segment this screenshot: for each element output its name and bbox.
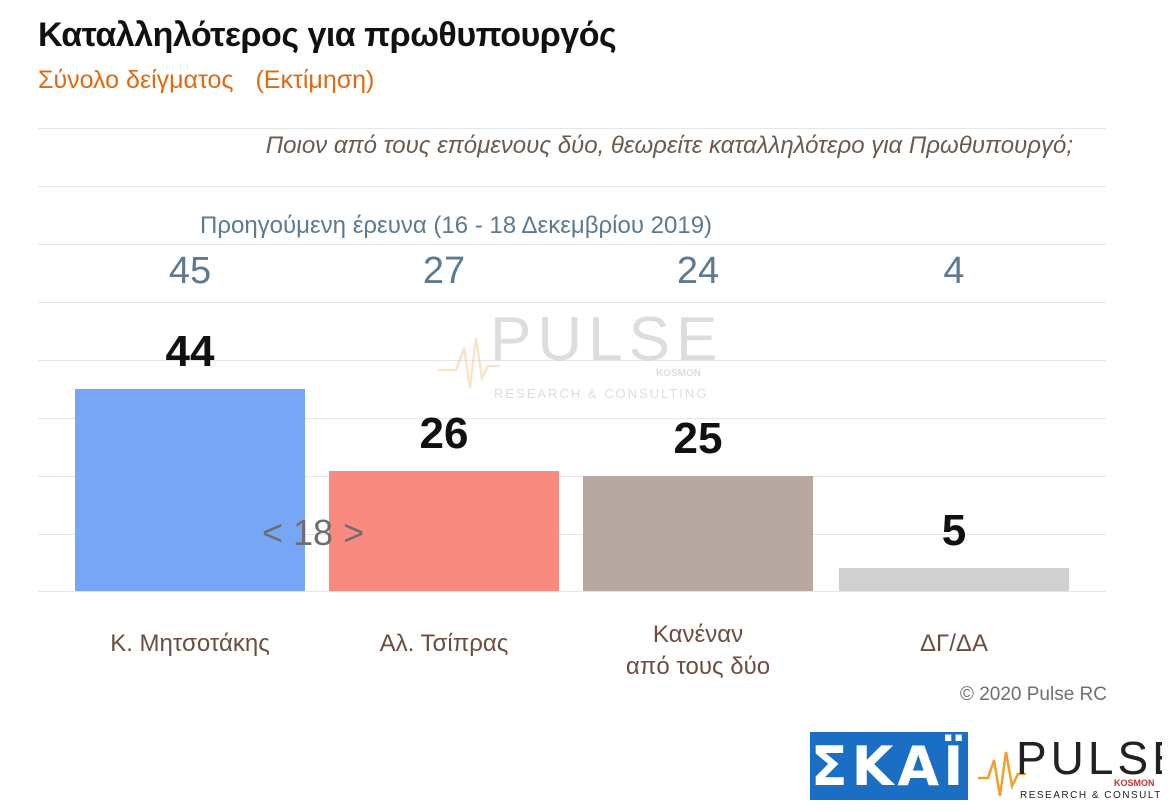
category-label: ΔΓ/ΔΑ (920, 630, 988, 657)
bar (75, 388, 305, 591)
previous-survey-label: Προηγούμενη έρευνα (16 - 18 Δεκεμβρίου 2… (200, 212, 713, 239)
copyright: © 2020 Pulse RC (959, 684, 1107, 705)
bar (839, 568, 1069, 591)
watermark-sub: RESEARCH & CONSULTING (494, 386, 708, 401)
skai-logo: ΣΚΑΪ (810, 732, 968, 800)
subtitle-estimate: (Εκτίμηση) (255, 66, 375, 94)
pulse-logo-sub: RESEARCH & CONSULTING (1020, 790, 1162, 801)
gridline (38, 244, 1106, 245)
bar-value-label: 25 (673, 414, 723, 463)
bar-value-label: 44 (165, 326, 215, 376)
gridline (38, 476, 1106, 477)
gridline (38, 591, 1106, 592)
previous-value-label: 4 (943, 250, 965, 292)
previous-value-label: 24 (676, 250, 720, 292)
category-label: Κ. Μητσοτάκης (110, 630, 270, 657)
chart-title: Καταλληλότερος για πρωθυπουργός (38, 16, 617, 54)
pulse-watermark: PULSE KOSMON RESEARCH & CONSULTING (438, 305, 718, 413)
previous-value-label: 45 (168, 250, 212, 292)
bar (329, 471, 559, 591)
category-label: Κανέναν από τους δύο (625, 621, 771, 680)
gridline (38, 360, 1106, 361)
gap-annotation: < 18 > (262, 512, 365, 553)
pulse-logo-text: PULSE (1016, 732, 1162, 784)
pulse-logo: PULSE KOSMON RESEARCH & CONSULTING (976, 730, 1171, 811)
gridline (38, 128, 1106, 129)
previous-value-label: 27 (422, 250, 466, 292)
category-label: Αλ. Τσίπρας (379, 630, 509, 657)
watermark-tag: KOSMON (656, 368, 701, 379)
survey-question: Ποιον από τους επόμενους δύο, θεωρείτε κ… (265, 132, 1073, 159)
pulse-logo-tag: KOSMON (1114, 778, 1155, 788)
bar (583, 476, 813, 591)
watermark-text: PULSE (490, 308, 718, 374)
gridline (38, 186, 1106, 187)
subtitle-sample: Σύνολο δείγματος (38, 66, 234, 94)
bar-value-label: 26 (419, 409, 469, 459)
gridline (38, 418, 1106, 419)
chart-subtitle: Σύνολο δείγματος (Εκτίμηση) (38, 66, 374, 95)
gridline (38, 534, 1106, 535)
gridline (38, 302, 1106, 303)
bar-value-label: 5 (941, 506, 967, 555)
